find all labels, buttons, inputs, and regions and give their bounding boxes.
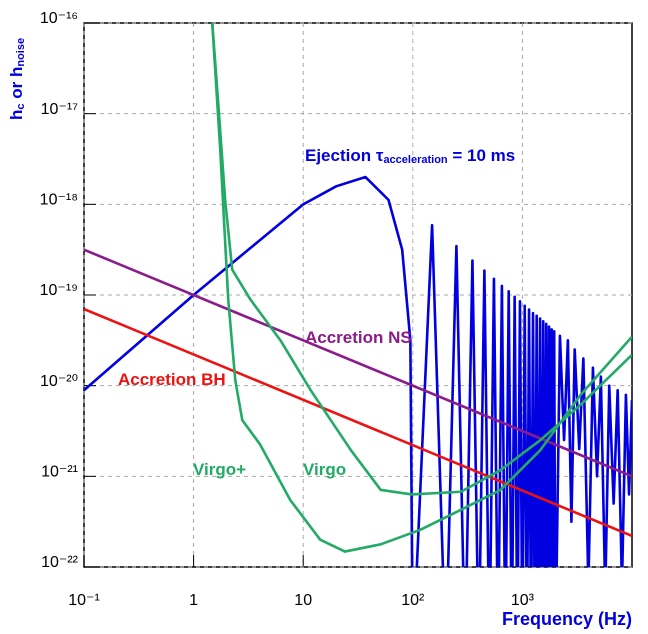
text-part: Virgo <box>303 460 346 479</box>
series-line <box>84 175 632 567</box>
text-part: Ejection τ <box>305 146 384 165</box>
x-tick-label: 10⁻¹ <box>68 592 100 609</box>
labels: 10⁻¹ 1 10 10² 10³ 10⁻²² 10⁻²¹ 10⁻²⁰ 10⁻¹⁹ 10⁻¹⁸ 10… <box>7 10 534 609</box>
text-part: = 10 ms <box>448 146 516 165</box>
y-tick-label: 10⁻¹⁸ <box>40 192 78 209</box>
lines <box>84 23 632 567</box>
series-line <box>210 23 632 496</box>
y-tick-label: 10⁻¹⁹ <box>40 282 78 299</box>
annotation: Virgo+ <box>193 460 246 479</box>
text-part: Accretion NS <box>305 328 412 347</box>
annotation: Accretion NS <box>305 328 412 347</box>
series-line <box>84 307 632 538</box>
y-tick-label: 10⁻²² <box>41 554 79 571</box>
y-axis-label: hc or hnoise <box>7 38 27 120</box>
x-tick-label: 10² <box>401 592 425 609</box>
x-tick-label: 1 <box>189 592 198 609</box>
text-part: or h <box>7 67 26 104</box>
subscript: noise <box>15 38 27 67</box>
subscript: c <box>15 103 27 109</box>
y-tick-label: 10⁻¹⁶ <box>40 10 78 27</box>
text-part: h <box>7 110 26 120</box>
series-line <box>210 23 632 553</box>
text-part: Virgo+ <box>193 460 246 479</box>
annotation: Virgo <box>303 460 346 479</box>
annotation: Accretion BH <box>118 370 226 389</box>
y-tick-label: 10⁻²⁰ <box>40 373 78 390</box>
text-part: Accretion BH <box>118 370 226 389</box>
y-tick-label: 10⁻¹⁷ <box>41 101 79 118</box>
x-tick-label: 10 <box>294 592 312 609</box>
y-tick-label: 10⁻²¹ <box>41 464 78 481</box>
x-axis-label: Frequency (Hz) <box>502 609 632 629</box>
x-tick-label: 10³ <box>511 592 535 609</box>
subscript: acceleration <box>383 154 447 166</box>
annotation: Ejection τacceleration = 10 ms <box>305 146 515 166</box>
